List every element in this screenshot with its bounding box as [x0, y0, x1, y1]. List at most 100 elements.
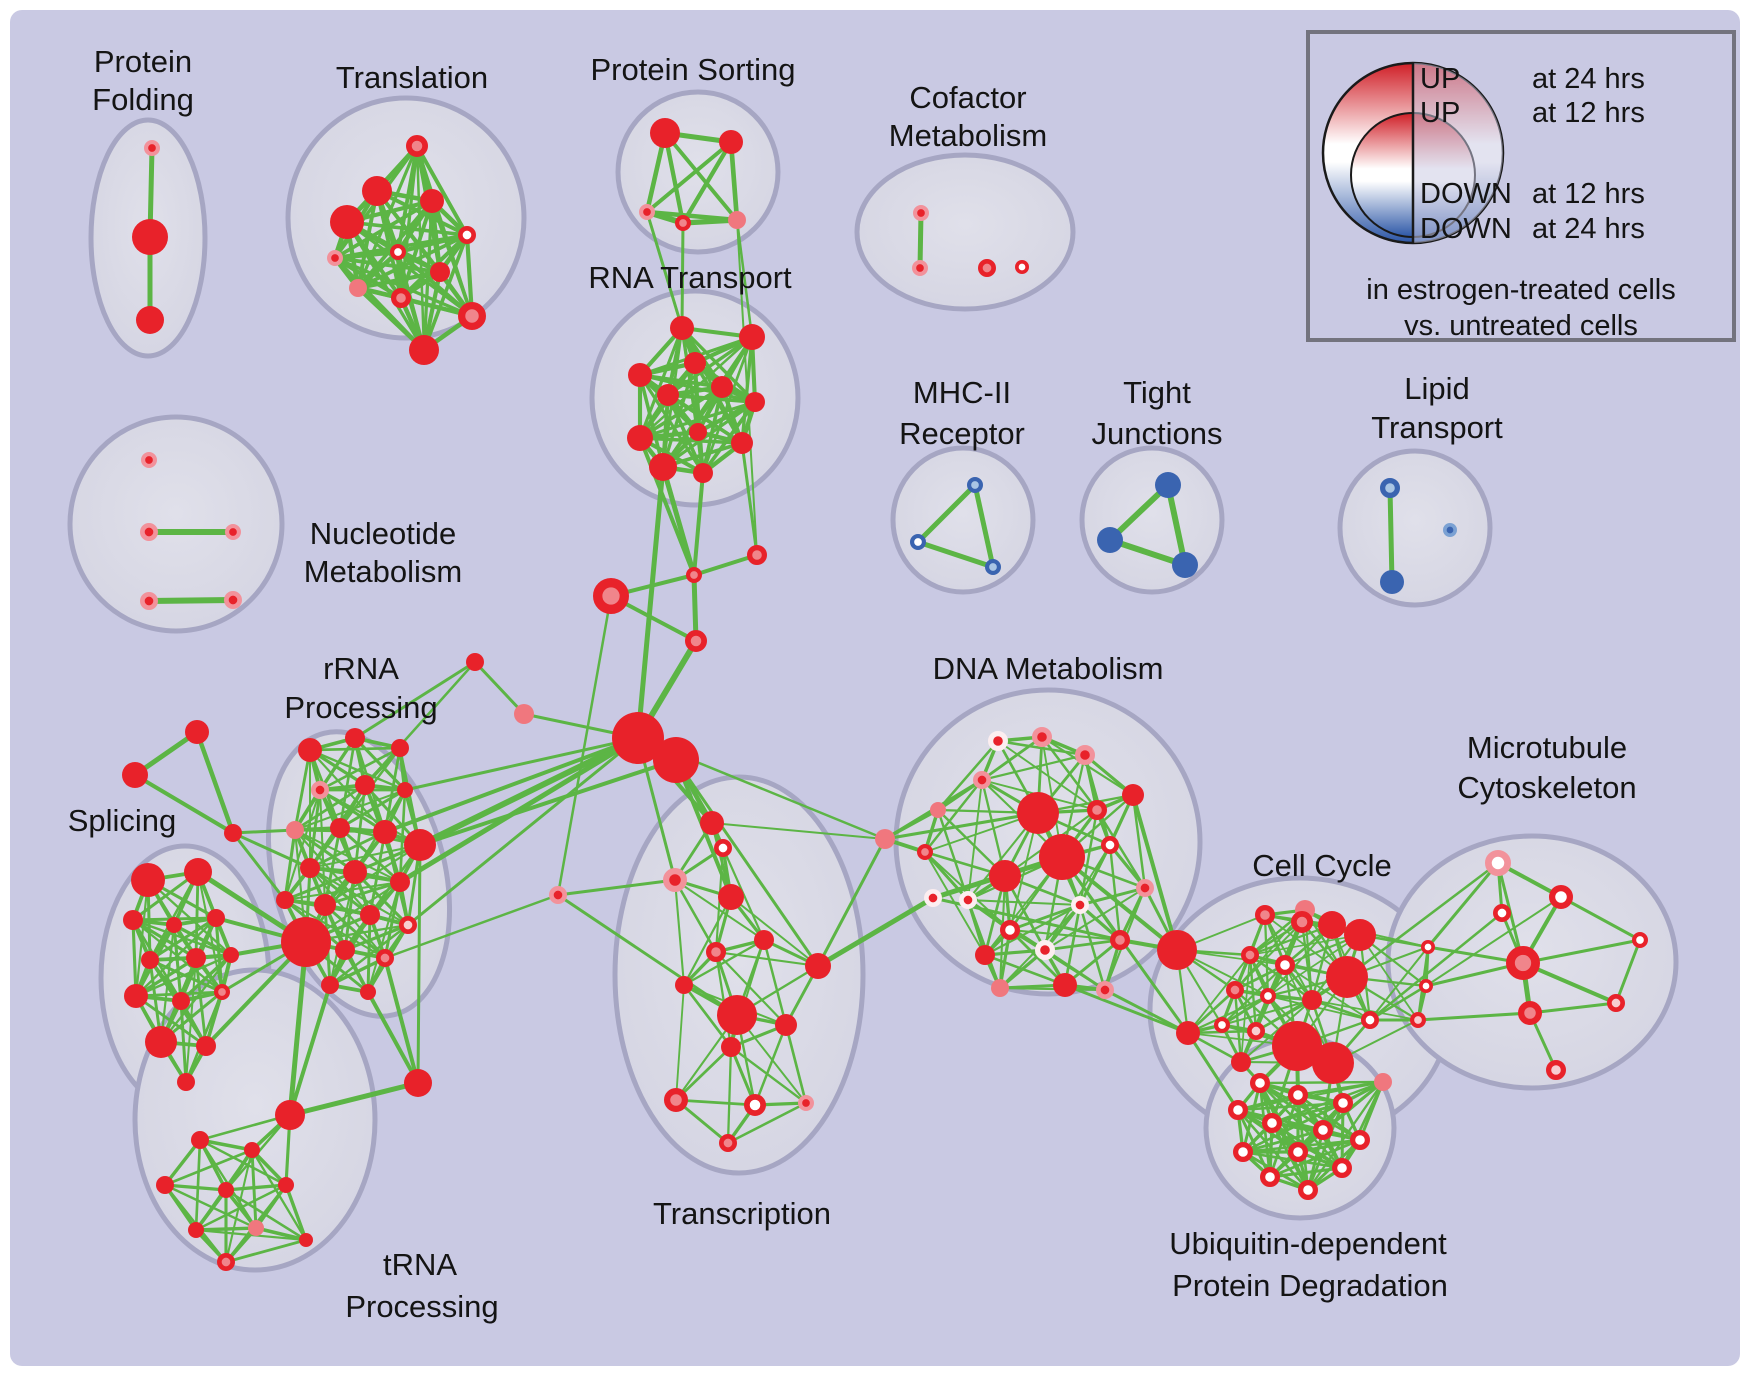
- network-node: [139, 592, 158, 611]
- network-edge: [163, 1183, 258, 1230]
- network-edge: [1241, 1080, 1385, 1154]
- cluster-label-nm-line2: Metabolism: [304, 554, 463, 589]
- network-node: [1249, 1072, 1270, 1093]
- network-node: [1254, 904, 1275, 925]
- network-edge: [645, 210, 684, 330]
- network-node: [1485, 850, 1512, 877]
- network-edge: [1559, 895, 1642, 942]
- network-edge: [701, 385, 724, 475]
- network-edge: [134, 953, 233, 998]
- network-edge: [784, 1023, 808, 1105]
- network-node: [214, 984, 231, 1001]
- network-edge: [726, 1101, 808, 1145]
- network-edge: [308, 746, 402, 752]
- cluster-label-tx-line1: Transcription: [653, 1196, 831, 1231]
- legend-row-3-direction: DOWN: [1420, 178, 1512, 210]
- network-edge: [936, 739, 1000, 812]
- network-node: [122, 762, 148, 788]
- network-edge: [1416, 1011, 1532, 1022]
- network-edge: [148, 958, 224, 994]
- network-node: [409, 335, 439, 365]
- network-node: [978, 258, 997, 277]
- network-edge: [674, 1045, 733, 1102]
- network-edge: [638, 400, 757, 440]
- network-edge: [333, 199, 434, 260]
- network-node: [375, 949, 394, 968]
- network-edge: [663, 131, 739, 222]
- network-node: [156, 1176, 174, 1194]
- network-edge: [356, 233, 469, 290]
- network-node: [1548, 884, 1573, 909]
- network-node: [1034, 939, 1055, 960]
- network-edge: [753, 1023, 788, 1107]
- network-edge: [1267, 924, 1333, 997]
- network-edge: [146, 597, 236, 604]
- network-edge: [1425, 896, 1562, 987]
- network-node: [987, 730, 1008, 751]
- network-edge: [1108, 843, 1122, 942]
- network-node: [345, 728, 365, 748]
- network-edge: [1234, 921, 1303, 991]
- cluster-label-cf-line2: Metabolism: [889, 118, 1048, 153]
- network-node: [711, 376, 733, 398]
- network-edge: [556, 893, 739, 1017]
- network-edge: [418, 758, 678, 847]
- network-edge: [638, 436, 744, 445]
- network-node: [686, 567, 703, 584]
- network-edge: [1345, 861, 1500, 979]
- network-edge: [194, 1188, 228, 1232]
- network-node: [1261, 1112, 1282, 1133]
- network-node: [458, 302, 487, 331]
- network-node: [166, 917, 182, 933]
- network-node: [373, 820, 397, 844]
- network-node: [714, 839, 733, 858]
- network-edge: [711, 822, 886, 840]
- network-edge: [1248, 923, 1334, 957]
- network-node: [739, 324, 765, 350]
- network-node: [662, 867, 687, 892]
- network-node: [684, 629, 707, 652]
- network-edge: [762, 938, 788, 1027]
- network-edge: [735, 218, 754, 339]
- network-edge: [998, 986, 1107, 992]
- network-edge: [966, 898, 1082, 907]
- network-edge: [398, 788, 407, 884]
- network-edge: [1240, 999, 1313, 1063]
- network-edge: [1103, 988, 1190, 1035]
- network-node: [248, 1220, 264, 1236]
- network-node: [1086, 799, 1107, 820]
- legend-row-2-direction: UP: [1420, 97, 1460, 129]
- network-node: [1517, 1000, 1542, 1025]
- network-node: [330, 205, 364, 239]
- network-node: [1418, 979, 1433, 994]
- legend-footer-line2: vs. untreated cells: [1404, 310, 1638, 342]
- legend-row-2-time: at 12 hrs: [1532, 97, 1645, 129]
- network-edge: [1220, 994, 1270, 1027]
- cluster-label-rr-line1: rRNA: [323, 651, 399, 686]
- network-node: [141, 451, 158, 468]
- network-edge: [1258, 1080, 1385, 1085]
- cluster-label-rr-line2: Processing: [284, 690, 437, 725]
- network-edge: [1060, 855, 1179, 952]
- network-node: [693, 463, 713, 483]
- network-edge: [1107, 537, 1188, 568]
- network-node: [275, 1100, 305, 1130]
- network-edge: [815, 895, 936, 969]
- network-edge: [1131, 793, 1147, 890]
- cluster-label-pf-line1: Protein: [94, 44, 192, 79]
- network-edge: [403, 736, 640, 792]
- network-node: [731, 432, 753, 454]
- network-edge: [231, 831, 312, 870]
- network-nodes: [122, 118, 1648, 1271]
- network-node: [405, 135, 428, 158]
- network-edge: [674, 758, 820, 968]
- cluster-label-tj-line1: Tight: [1123, 375, 1191, 410]
- network-edge: [1267, 934, 1361, 997]
- network-edge: [556, 878, 677, 897]
- network-edge: [397, 735, 641, 885]
- network-node: [549, 886, 568, 905]
- network-node: [321, 976, 339, 994]
- network-edge: [1284, 964, 1371, 1021]
- network-edge: [328, 956, 387, 987]
- network-node: [404, 1069, 432, 1097]
